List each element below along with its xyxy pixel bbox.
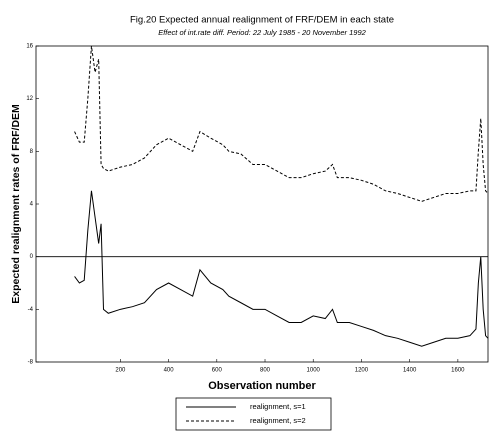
x-tick-label: 600 <box>212 368 223 374</box>
legend-label: realignment, s=1 <box>250 402 306 411</box>
y-tick-label: -4 <box>28 307 34 313</box>
x-axis-label: Observation number <box>208 380 316 392</box>
x-tick-label: 1200 <box>355 368 369 374</box>
y-tick-label: 4 <box>30 202 34 208</box>
x-tick-label: 1000 <box>307 368 321 374</box>
x-tick-label: 800 <box>260 368 271 374</box>
x-tick-label: 200 <box>115 368 126 374</box>
y-tick-label: 16 <box>26 44 33 50</box>
y-tick-label: -8 <box>28 360 34 366</box>
y-axis-label: Expected realignment rates of FRF/DEM <box>10 104 22 304</box>
series-line <box>74 190 489 347</box>
x-tick-label: 400 <box>164 368 175 374</box>
chart-title: Fig.20 Expected annual realignment of FR… <box>130 15 394 26</box>
x-tick-label: 1600 <box>451 368 465 374</box>
x-tick-label: 1400 <box>403 368 417 374</box>
y-tick-label: 0 <box>30 254 34 260</box>
legend-box <box>175 397 332 431</box>
chart-subtitle: Effect of int.rate diff. Period: 22 July… <box>158 28 366 37</box>
y-tick-label: 8 <box>30 149 34 155</box>
plot-frame <box>35 45 489 363</box>
series-line <box>74 45 489 202</box>
legend-label: realignment, s=2 <box>250 416 306 425</box>
y-tick-label: 12 <box>26 96 33 102</box>
